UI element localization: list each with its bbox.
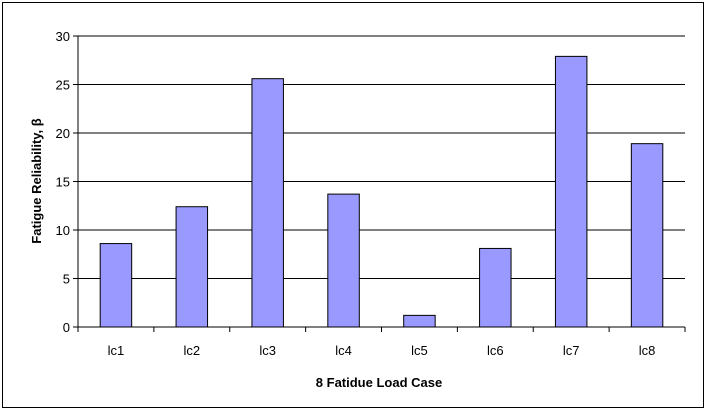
bar-lc7 [554,55,588,328]
x-tick-label-lc5: lc5 [411,343,428,358]
x-tick-label-lc1: lc1 [108,343,125,358]
bar-lc3 [251,78,284,328]
x-tick-label-lc8: lc8 [639,343,656,358]
y-tick-label-15: 15 [56,175,70,190]
y-tick-label-0: 0 [63,320,70,335]
bar-lc6 [479,247,512,328]
y-tick-label-25: 25 [56,78,70,93]
x-tick-label-lc2: lc2 [184,343,201,358]
y-tick-label-30: 30 [56,29,70,44]
x-tick-label-lc4: lc4 [335,343,352,358]
bars [99,55,664,328]
y-tick-label-5: 5 [63,272,70,287]
y-axis-title: Fatigue Reliability, β [29,118,44,244]
bar-lc4 [327,193,360,328]
y-tick-label-10: 10 [56,223,70,238]
bar-lc1 [99,243,133,328]
x-tick-label-lc6: lc6 [487,343,504,358]
x-axis-title: 8 Fatidue Load Case [316,375,442,390]
y-tick-labels: 0 5 10 15 20 25 30 [56,29,70,335]
axes [73,35,686,332]
gridlines [78,35,685,279]
x-tick-label-lc7: lc7 [563,343,580,358]
y-tick-label-20: 20 [56,126,70,141]
bar-lc2 [175,206,209,328]
x-tick-label-lc3: lc3 [259,343,276,358]
bar-lc8 [630,143,664,328]
x-tick-labels: lc1 lc2 lc3 lc4 lc5 lc6 lc7 lc8 [108,343,656,358]
bar-lc5 [403,314,436,328]
